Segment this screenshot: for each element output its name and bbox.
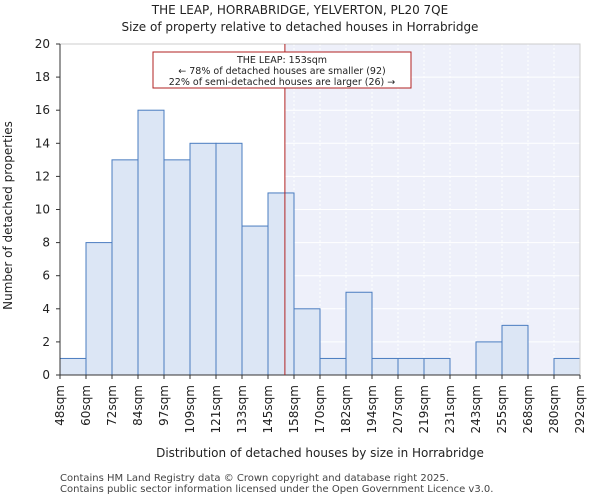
bar [397,357,425,376]
bar [371,357,399,376]
bar [85,242,113,376]
footer-copyright: Contains HM Land Registry data © Crown c… [60,473,449,484]
x-tick-label: 268sqm [521,385,535,433]
x-tick-label: 145sqm [261,385,275,433]
x-axis-label: Distribution of detached houses by size … [156,446,484,460]
x-tick-label: 182sqm [339,385,353,433]
annotation-smaller: ← 78% of detached houses are smaller (92… [178,66,385,77]
x-tick-label: 231sqm [443,385,457,433]
y-axis-label: Number of detached properties [1,121,15,310]
x-tick-label: 255sqm [495,385,509,433]
x-tick-label: 133sqm [235,385,249,433]
chart-subtitle: Size of property relative to detached ho… [121,20,479,34]
bar [241,225,269,376]
x-tick-label: 292sqm [573,385,587,433]
bar [501,324,529,376]
x-tick-label: 158sqm [287,385,301,433]
histogram-chart: 0 2 4 6 8 10 12 14 16 18 20 48sqm 60sqm 72sqm 84sqm 97s… [1,37,587,460]
bar [293,308,321,376]
bar [553,357,581,376]
annotation-title: THE LEAP: 153sqm [236,55,327,66]
x-tick-label: 60sqm [79,385,93,426]
y-tick-label: 14 [35,136,50,150]
x-tick-label: 219sqm [417,385,431,433]
bar [215,142,243,376]
bar [423,357,451,376]
y-tick-label: 18 [35,70,50,84]
x-tick-label: 243sqm [469,385,483,433]
x-tick-label: 280sqm [547,385,561,433]
y-tick-label: 4 [42,302,50,316]
y-tick-label: 16 [35,103,50,117]
annotation-box [152,51,412,89]
x-tick-label: 121sqm [209,385,223,433]
x-tick-label: 109sqm [183,385,197,433]
x-tick-label: 207sqm [391,385,405,433]
y-tick-label: 6 [42,269,50,283]
annotation-larger: 22% of semi-detached houses are larger (… [169,77,396,88]
y-tick-label: 8 [42,236,50,250]
y-tick-label: 2 [42,335,50,349]
bar [137,109,165,376]
bar [59,357,87,376]
x-tick-label: 194sqm [365,385,379,433]
x-tick-label: 72sqm [105,385,119,426]
y-tick-label: 0 [42,368,50,382]
y-tick-label: 12 [35,169,50,183]
x-tick-label: 170sqm [313,385,327,433]
y-tick-label: 10 [35,203,50,217]
chart-title: THE LEAP, HORRABRIDGE, YELVERTON, PL20 7… [151,3,449,17]
footer-licence: Contains public sector information licen… [60,484,494,495]
y-tick-label: 20 [35,37,50,51]
bar [319,357,347,376]
bar [475,341,503,376]
bar [163,159,191,376]
bar [267,192,295,376]
bar [111,159,139,376]
bar [345,291,373,376]
x-tick-label: 84sqm [131,385,145,426]
bar [189,142,217,376]
x-tick-label: 48sqm [53,385,67,426]
x-tick-label: 97sqm [157,385,171,426]
